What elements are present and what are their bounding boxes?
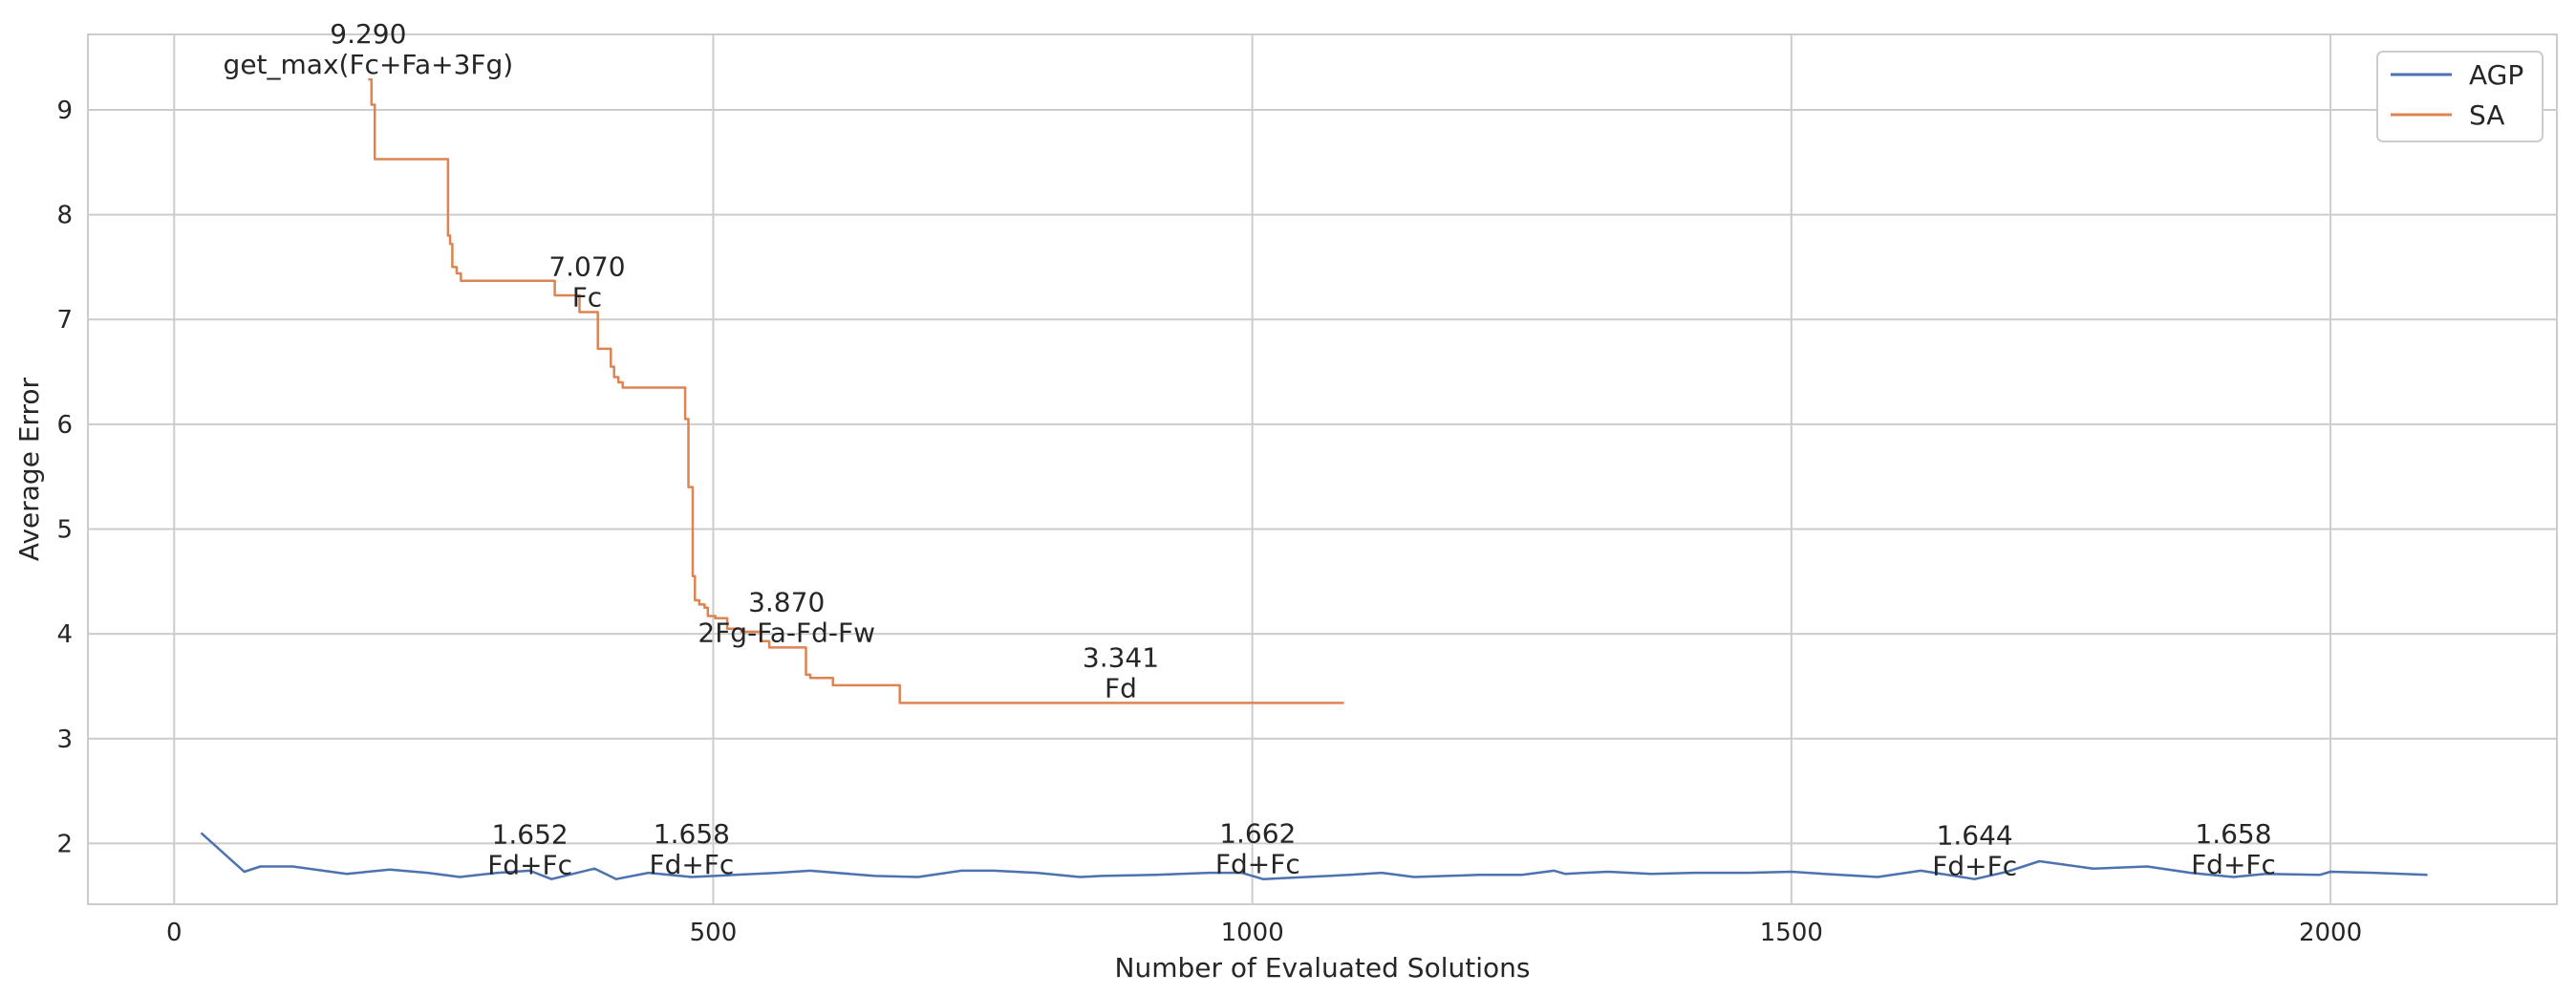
y-tick-labels: 2 3 4 5 6 7 8 9 [56,97,73,858]
annotation-expression: Fd+Fc [487,850,572,881]
y-tick-label: 4 [56,620,73,649]
y-tick-label: 6 [56,411,73,440]
annotation-value: 9.290 [330,18,406,50]
y-tick-label: 8 [56,202,73,230]
annotation-value: 1.644 [1937,819,2013,851]
legend-label-agp: AGP [2469,59,2523,91]
annotation-expression: Fd+Fc [2191,849,2276,880]
x-tick-label: 1500 [1760,919,1823,947]
y-tick-label: 7 [56,306,73,335]
x-tick-label: 2000 [2299,919,2362,947]
x-tick-label: 500 [690,919,738,947]
annotation-expression: 2Fg-Fa-Fd-Fw [698,617,875,648]
y-tick-label: 3 [56,725,73,754]
annotation-expression: Fd [1105,672,1137,704]
y-tick-label: 9 [56,97,73,125]
annotation-expression: Fd+Fc [1215,848,1300,879]
annotation-value: 1.658 [654,818,730,850]
annotation-value: 7.070 [548,251,625,283]
plot-background [88,34,2557,904]
annotation-value: 1.658 [2195,818,2271,850]
annotation-expression: get_max(Fc+Fa+3Fg) [224,49,514,80]
legend-label-sa: SA [2469,99,2504,131]
annotation-value: 1.662 [1219,817,1296,849]
annotation-expression: Fc [572,282,603,314]
annotation-expression: Fd+Fc [1932,850,2017,881]
x-tick-label: 1000 [1221,919,1284,947]
x-tick-label: 0 [166,919,182,947]
annotation-value: 3.341 [1083,641,1159,673]
annotation-expression: Fd+Fc [649,849,734,880]
x-tick-labels: 0 500 1000 1500 2000 [166,919,2362,947]
y-axis-label: Average Error [13,377,45,561]
legend: AGP SA [2377,52,2543,141]
x-axis-label: Number of Evaluated Solutions [1115,952,1531,984]
y-tick-label: 2 [56,830,73,858]
annotation-value: 1.652 [492,819,569,851]
annotation-value: 3.870 [748,586,825,617]
y-tick-label: 5 [56,515,73,544]
